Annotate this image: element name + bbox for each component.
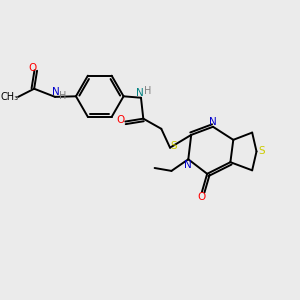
Text: CH₃: CH₃ xyxy=(1,92,19,102)
Text: S: S xyxy=(170,141,177,151)
Text: H: H xyxy=(144,86,151,96)
Text: H: H xyxy=(58,91,66,101)
Text: O: O xyxy=(28,63,37,73)
Text: N: N xyxy=(209,117,217,127)
Text: O: O xyxy=(117,115,125,125)
Text: N: N xyxy=(136,88,143,98)
Text: N: N xyxy=(184,160,192,170)
Text: O: O xyxy=(197,192,205,202)
Text: S: S xyxy=(258,146,265,157)
Text: N: N xyxy=(52,87,60,97)
